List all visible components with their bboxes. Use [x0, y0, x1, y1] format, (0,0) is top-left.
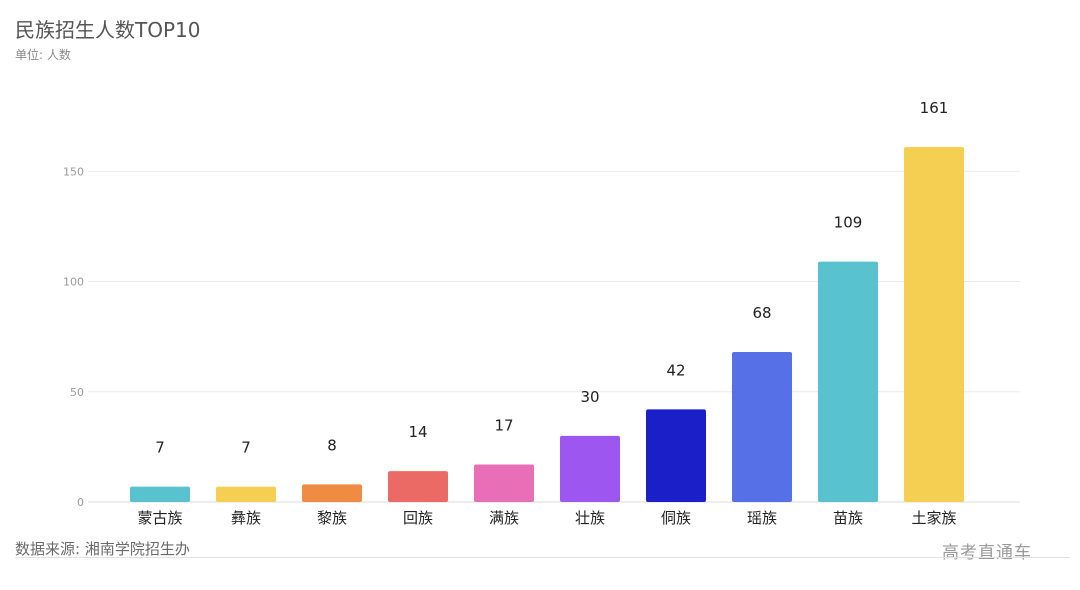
- bars: [130, 147, 964, 502]
- y-tick-label: 50: [70, 386, 84, 399]
- x-category-label: 彝族: [231, 509, 261, 527]
- x-category-label: 蒙古族: [137, 509, 182, 527]
- bar: [130, 486, 190, 502]
- data-source: 数据来源: 湘南学院招生办: [15, 540, 190, 558]
- bar-value-label: 109: [834, 214, 863, 232]
- bar: [388, 471, 448, 502]
- bar: [732, 352, 792, 502]
- bar: [302, 484, 362, 502]
- bar-value-label: 68: [752, 304, 771, 322]
- y-tick-label: 150: [63, 165, 84, 178]
- bar-value-label: 30: [580, 388, 599, 406]
- bar: [560, 435, 620, 502]
- chart-subtitle: 单位: 人数: [15, 48, 71, 62]
- bar-value-label: 7: [155, 439, 165, 457]
- bar: [474, 464, 534, 502]
- value-labels: 7 7 8 14 17 30 42 68 109 161: [155, 99, 948, 457]
- bar: [818, 261, 878, 502]
- x-category-label: 回族: [403, 509, 433, 527]
- y-axis-ticks: 0 50 100 150: [63, 165, 84, 509]
- bar-value-label: 17: [494, 417, 513, 435]
- chart-title: 民族招生人数TOP10: [15, 18, 201, 42]
- bar-value-label: 8: [327, 436, 337, 454]
- y-tick-label: 100: [63, 276, 84, 289]
- x-category-label: 苗族: [833, 509, 863, 527]
- watermark: 高考直通车: [942, 543, 1032, 563]
- bar-value-label: 42: [666, 361, 685, 379]
- x-category-label: 侗族: [661, 509, 691, 527]
- x-category-label: 壮族: [575, 509, 605, 527]
- bar: [216, 486, 276, 502]
- bar-value-label: 14: [408, 423, 427, 441]
- category-labels: 蒙古族 彝族 黎族 回族 满族 壮族 侗族 瑶族 苗族 土家族: [137, 509, 956, 527]
- x-category-label: 黎族: [317, 509, 347, 527]
- bar-value-label: 7: [241, 439, 251, 457]
- bar: [646, 409, 706, 502]
- x-category-label: 满族: [489, 509, 519, 527]
- y-tick-label: 0: [77, 496, 84, 509]
- x-category-label: 土家族: [911, 509, 956, 527]
- grid-lines: [88, 170, 1020, 503]
- divider: [15, 557, 1070, 558]
- bar: [904, 147, 964, 502]
- bar-value-label: 161: [920, 99, 949, 117]
- x-category-label: 瑶族: [747, 509, 777, 527]
